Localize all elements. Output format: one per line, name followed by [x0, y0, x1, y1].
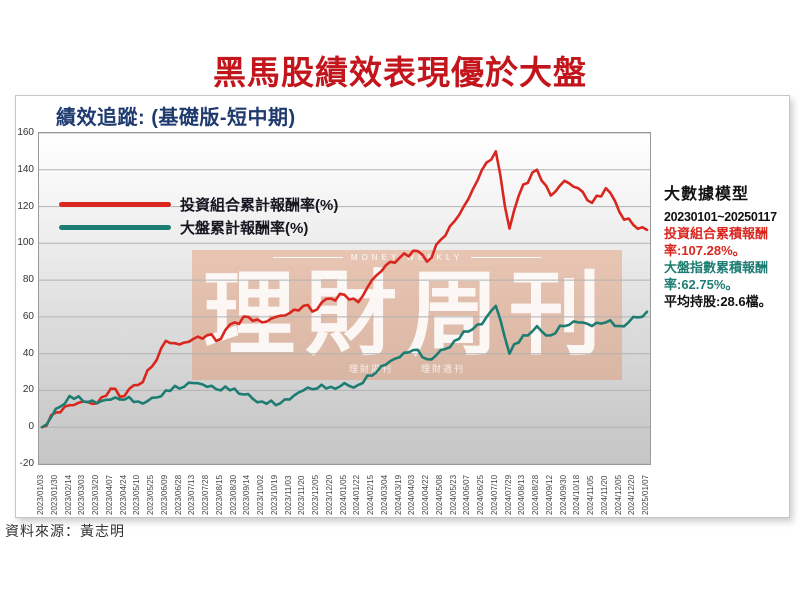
watermark-bottom-left: 理財周刊 — [348, 364, 393, 374]
info-holdings: 平均持股:28.6檔。 — [664, 293, 772, 309]
chart-panel: 績效追蹤: (基礎版-短中期) 160 140 120 100 80 60 40 20 0 -20… — [15, 95, 790, 518]
y-tick-label: 40 — [22, 347, 34, 359]
x-axis: 2023/01/03 2023/01/30 2023/02/14 2023/03/03… — [16, 465, 789, 517]
watermark-dash-left — [272, 257, 343, 259]
y-tick-label: 60 — [22, 310, 34, 322]
legend-swatch-0 — [59, 202, 171, 207]
series-line-0 — [40, 150, 649, 429]
y-tick-label: 120 — [17, 200, 34, 212]
watermark-main-text: 理財周刊 — [202, 260, 611, 368]
y-tick-label: 0 — [28, 421, 34, 433]
info-portfolio-return: 投資組合累積報酬率:107.28%。 — [664, 226, 769, 258]
y-tick-label: -20 — [19, 458, 34, 469]
legend: 投資組合累計報酬率(%) 大盤累計報酬率(%) — [59, 193, 338, 239]
info-block: 大數據模型 20230101~20250117 投資組合累積報酬率:107.28… — [664, 180, 796, 310]
chart-title: 績效追蹤: (基礎版-短中期) — [56, 107, 296, 129]
legend-swatch-1 — [59, 225, 171, 230]
y-tick-label: 20 — [22, 384, 34, 396]
legend-item-1: 大盤累計報酬率(%) — [59, 216, 338, 239]
watermark-bottom-right: 理財週刊 — [421, 364, 466, 374]
watermark-brand-en: MONEY WEEKLY — [350, 253, 464, 262]
chart-canvas — [39, 133, 650, 464]
watermark-bottom-text: 理財周刊 理財週刊 — [192, 362, 622, 375]
page-title: 黑馬股績效表現優於大盤 — [213, 53, 587, 92]
legend-label-1: 大盤累計報酬率(%) — [180, 220, 309, 237]
y-tick-label: 140 — [17, 163, 34, 175]
info-period: 20230101~20250117 — [664, 210, 777, 224]
plot-area: MONEY WEEKLY 理財周刊 理財周刊 理財週刊 投資組合累計報酬率(%) 大… — [38, 132, 651, 465]
y-tick-label: 80 — [22, 274, 34, 286]
y-tick-label: 160 — [17, 127, 34, 138]
legend-item-0: 投資組合累計報酬率(%) — [59, 193, 338, 216]
info-heading: 大數據模型 — [664, 186, 750, 203]
source-note: 資料來源：黃志明 — [5, 523, 125, 539]
series-line-1 — [40, 304, 649, 429]
info-market-return: 大盤指數累積報酬率:62.75%。 — [664, 259, 769, 292]
y-axis: 160 140 120 100 80 60 40 20 0 -20 — [16, 96, 36, 517]
watermark: MONEY WEEKLY 理財周刊 理財周刊 理財週刊 — [192, 250, 622, 380]
x-tick-label: 2025/01/07 — [641, 474, 650, 515]
watermark-top-text: MONEY WEEKLY — [192, 253, 622, 262]
watermark-dash-right — [471, 257, 542, 259]
y-tick-label: 100 — [17, 237, 34, 249]
legend-label-0: 投資組合累計報酬率(%) — [180, 197, 339, 214]
